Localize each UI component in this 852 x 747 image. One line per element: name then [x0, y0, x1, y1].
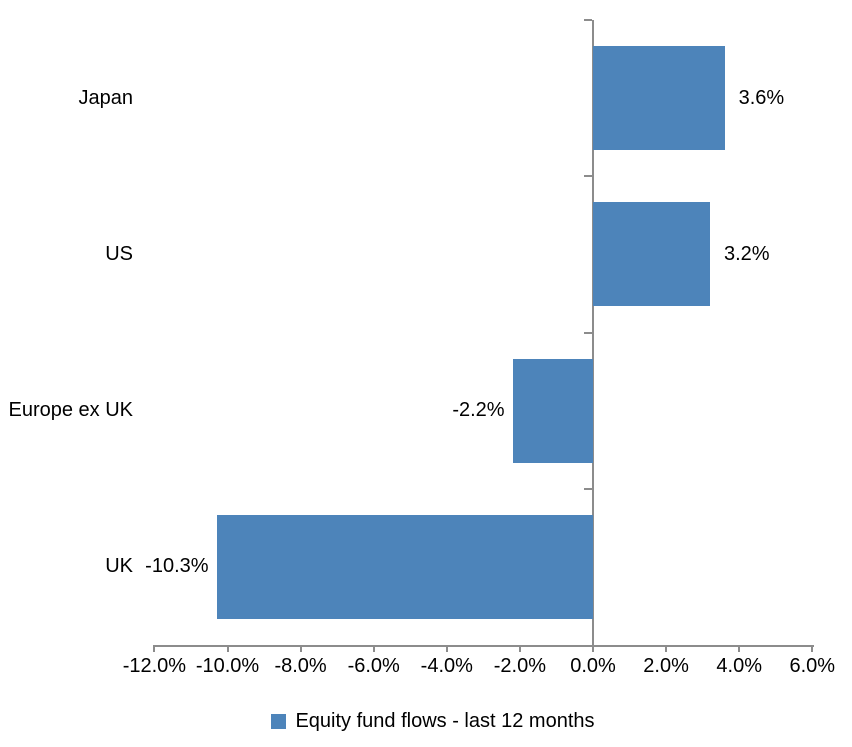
x-tick-label: -8.0% [274, 655, 327, 677]
category-label-us: US [105, 242, 133, 265]
x-axis-tick [153, 645, 156, 652]
value-label-uk: -10.3% [145, 555, 209, 578]
x-axis-tick [372, 645, 375, 652]
x-axis-tick [518, 645, 521, 652]
legend-label: Equity fund flows - last 12 months [295, 709, 595, 732]
x-tick-label: 4.0% [716, 655, 762, 677]
y-axis-tick [584, 175, 592, 178]
value-label-us: 3.2% [723, 242, 770, 265]
legend: Equity fund flows - last 12 months [0, 705, 852, 737]
x-axis-tick [738, 645, 741, 652]
x-tick-label: -12.0% [122, 655, 187, 677]
category-label-europe-ex-uk: Europe ex UK [8, 399, 133, 422]
y-axis-line [592, 20, 594, 652]
x-axis-tick [592, 645, 594, 652]
x-axis-tick [226, 645, 229, 652]
x-tick-label: 0.0% [570, 655, 616, 677]
bar-us [593, 202, 710, 307]
bar-europe-ex-uk [512, 358, 593, 463]
bar-japan [593, 46, 725, 151]
y-axis-tick [584, 19, 592, 21]
x-tick-label: -4.0% [420, 655, 473, 677]
x-axis-tick [811, 645, 814, 652]
category-label-uk: UK [105, 555, 133, 578]
x-axis-line [154, 645, 815, 647]
value-label-japan: 3.6% [738, 86, 785, 109]
x-axis-tick [665, 645, 668, 652]
x-axis-tick [445, 645, 448, 652]
y-axis-tick [584, 487, 592, 490]
legend-swatch-icon [271, 713, 287, 729]
x-tick-label: -2.0% [493, 655, 547, 677]
y-axis-tick [584, 331, 592, 334]
x-axis-tick [299, 645, 302, 652]
value-label-europe-ex-uk: -2.2% [452, 399, 505, 422]
x-tick-label: 2.0% [643, 655, 689, 677]
bar-uk [216, 514, 593, 619]
x-tick-label: -10.0% [195, 655, 260, 677]
x-tick-label: 6.0% [789, 655, 836, 677]
x-tick-label: -6.0% [347, 655, 400, 677]
category-label-japan: Japan [78, 86, 134, 109]
